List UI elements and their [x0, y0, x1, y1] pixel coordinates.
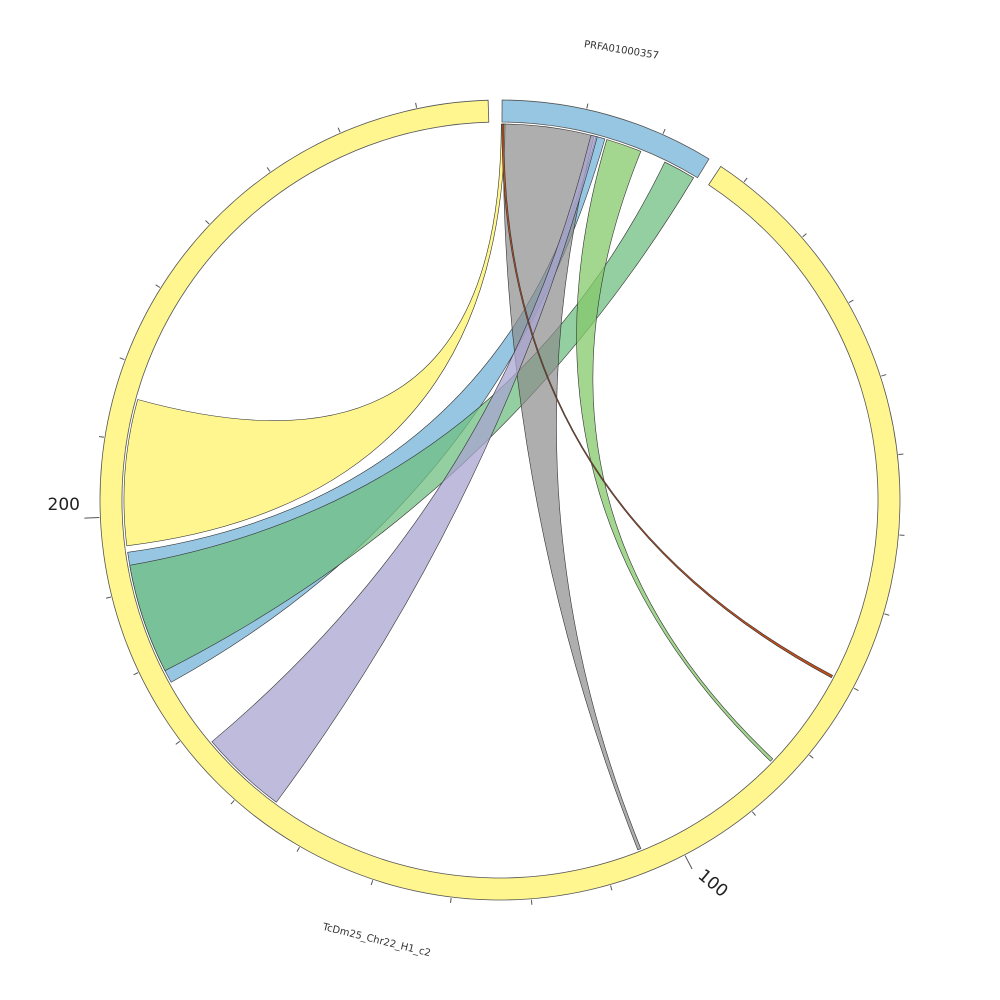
- tick-marks: [84, 102, 905, 905]
- link-gray: [502, 123, 642, 851]
- tick-minor-prfa-0: [586, 103, 589, 109]
- tick-minor-prfa-1: [662, 128, 666, 134]
- tick-minor: [898, 453, 904, 456]
- tick-minor: [751, 811, 756, 816]
- segment-arcs: [99, 99, 901, 901]
- tick-minor: [743, 177, 748, 183]
- link-green-b: [576, 139, 774, 762]
- link-orange: [501, 123, 834, 679]
- tick-minor: [230, 799, 235, 805]
- tick-minor: [296, 847, 300, 852]
- link-purple: [211, 134, 598, 803]
- tick-major: [684, 855, 693, 870]
- tick-minor: [337, 127, 341, 133]
- tick-minor: [98, 435, 105, 438]
- tick-minor: [266, 167, 271, 172]
- tick-minor: [809, 754, 814, 759]
- tick-minor: [884, 613, 890, 616]
- tick-label-200: 200: [48, 495, 80, 515]
- tick-minor: [848, 299, 854, 303]
- tick-major: [84, 516, 100, 519]
- link-green-a: [129, 161, 695, 672]
- segment-arc-prfa: [501, 99, 710, 179]
- tick-minor: [450, 897, 452, 904]
- segment-label-chr22: TcDm25_Chr22_H1_c2: [320, 922, 431, 960]
- link-yellow: [123, 123, 506, 547]
- tick-minor: [881, 374, 887, 377]
- tick-minor: [133, 672, 139, 676]
- tick-minor: [205, 220, 210, 225]
- segment-label-prfa: PRFA01000357: [583, 39, 659, 62]
- tick-minor: [802, 233, 807, 238]
- tick-minor: [853, 687, 859, 692]
- segment-arc-chr22: [99, 99, 901, 901]
- tick-minor: [610, 885, 613, 891]
- tick-minor: [415, 102, 418, 108]
- tick-minor: [370, 880, 374, 886]
- tick-minor: [175, 740, 181, 745]
- tick-minor: [105, 596, 112, 599]
- tick-minor: [155, 284, 161, 288]
- tick-label-100: 100: [694, 866, 732, 902]
- tick-minor: [119, 357, 125, 361]
- link-ribbons: [123, 123, 834, 851]
